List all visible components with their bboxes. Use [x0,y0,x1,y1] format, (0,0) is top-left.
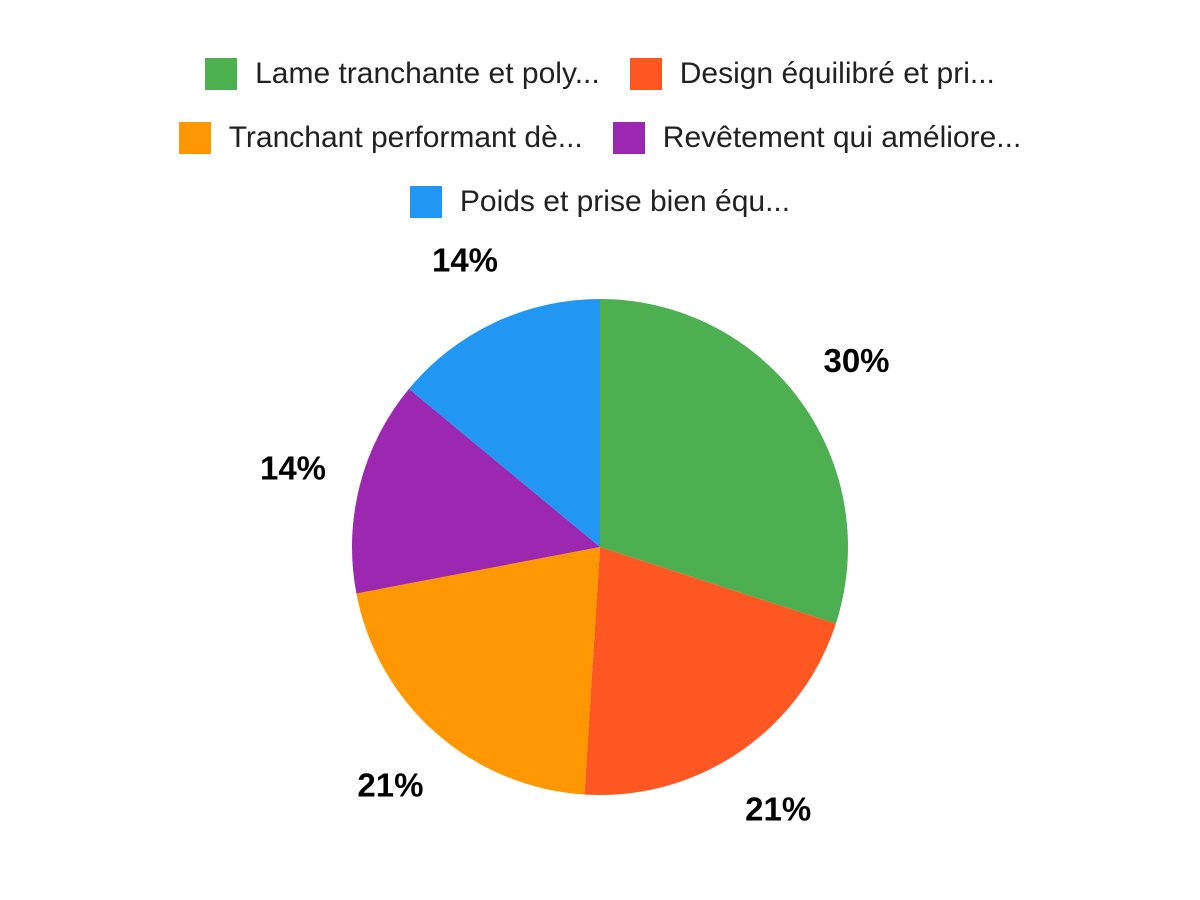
legend-row: Lame tranchante et poly... Design équilib… [205,58,995,90]
legend-swatch-icon [409,186,442,218]
slice-label-4: 14% [432,242,498,279]
legend-label: Tranchant performant dè... [228,121,583,154]
legend-item-1: Design équilibré et pri... [629,57,995,90]
legend-item-2: Tranchant performant dè... [178,121,583,154]
legend-row: Poids et prise bien équ... [409,185,791,218]
legend-item-3: Revêtement qui améliore... [612,121,1022,154]
chart-legend: Lame tranchante et poly... Design équilib… [0,58,1200,218]
pie-slice-1[interactable] [584,547,836,795]
slice-label-3: 14% [260,450,326,487]
legend-item-0: Lame tranchante et poly... [205,58,600,90]
legend-label: Lame tranchante et poly... [255,57,600,90]
legend-item-4: Poids et prise bien équ... [409,185,791,218]
legend-swatch-icon [205,58,238,90]
legend-label: Poids et prise bien équ... [459,185,791,218]
slice-label-2: 21% [357,766,423,803]
pie-slice-2[interactable] [356,547,600,795]
slice-label-1: 21% [745,791,811,828]
legend-swatch-icon [178,122,211,154]
legend-row: Tranchant performant dè... Revêtement qui… [178,121,1022,154]
legend-swatch-icon [629,58,662,90]
pie-slice-4[interactable] [408,299,600,547]
legend-swatch-icon [612,122,645,154]
pie-slice-3[interactable] [351,388,600,594]
pie-slice-0[interactable] [600,299,848,624]
legend-label: Revêtement qui améliore... [662,121,1022,154]
slice-label-0: 30% [823,342,889,379]
legend-label: Design équilibré et pri... [679,57,995,90]
